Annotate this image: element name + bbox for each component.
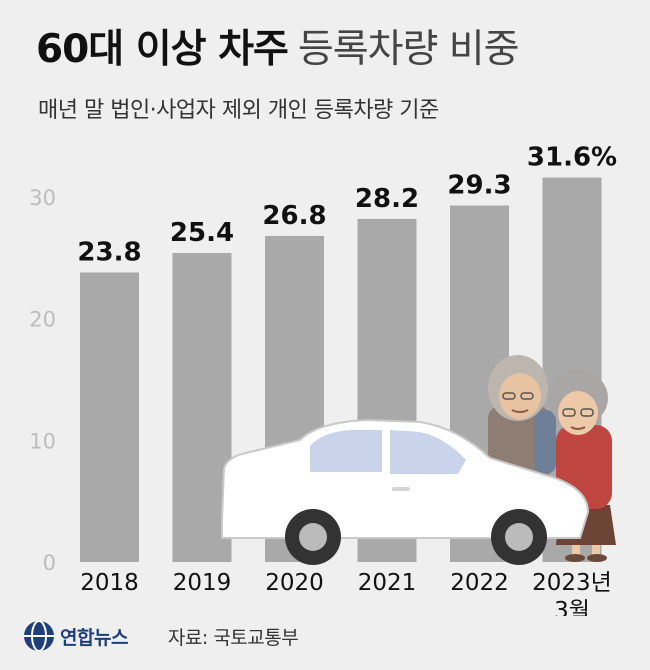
x-tick-label: 2018: [80, 570, 139, 596]
yonhap-logo-icon: [24, 620, 54, 652]
x-tick-label: 2021: [358, 570, 417, 596]
yonhap-logo: 연합뉴스: [22, 619, 128, 653]
x-tick-label: 2019: [173, 570, 232, 596]
y-tick-label: 0: [43, 551, 56, 575]
y-tick-label: 30: [29, 186, 56, 210]
y-axis-ticks: 0 10 20 30: [29, 186, 56, 575]
footer: 연합뉴스 자료: 국토교통부: [22, 616, 299, 656]
data-label: 31.6%: [527, 143, 617, 173]
x-tick-label: 3월: [554, 598, 590, 616]
x-tick-label: 2023년: [532, 570, 612, 596]
bar: [80, 272, 139, 562]
x-tick-label: 2020: [265, 570, 324, 596]
logo-text: 연합뉴스: [60, 626, 128, 649]
chart-subtitle: 매년 말 법인·사업자 제외 개인 등록차량 기준: [38, 98, 439, 123]
title-light: 등록차량 비중: [297, 27, 520, 72]
car-icon: [221, 418, 590, 565]
bar-chart: 0 10 20 30 23.8 2018 25.4 2019 26.8 2020 28.2 2021…: [29, 143, 617, 616]
y-tick-label: 20: [29, 308, 56, 332]
data-label: 25.4: [170, 218, 234, 248]
x-tick-label: 2022: [450, 570, 509, 596]
source-note: 자료: 국토교통부: [167, 626, 299, 649]
data-label: 28.2: [355, 184, 419, 214]
data-label: 23.8: [77, 237, 141, 267]
y-tick-label: 10: [29, 429, 56, 453]
illustration: [221, 355, 616, 565]
title-bold: 60대 이상 차주: [36, 27, 289, 72]
data-label: 29.3: [447, 171, 511, 201]
chart-title: 60대 이상 차주 등록차량 비중: [36, 26, 520, 74]
elderly-man-icon: [488, 355, 556, 483]
data-label: 26.8: [262, 201, 326, 231]
